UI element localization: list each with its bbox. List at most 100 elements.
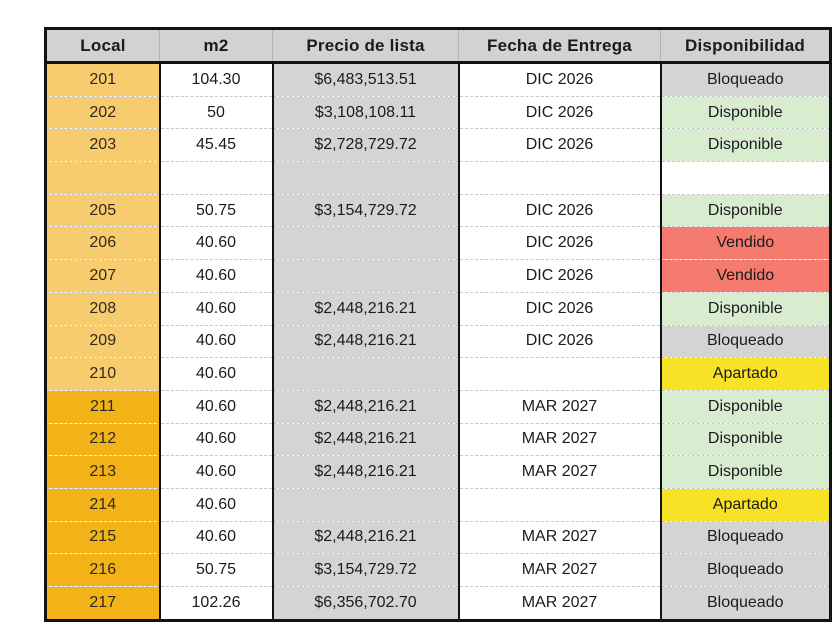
cell-estado: Bloqueado (659, 553, 831, 587)
table-row: 206 40.60 DIC 2026 Vendido (45, 226, 831, 260)
column-header-m2: m2 (159, 28, 273, 64)
cell-precio: $2,448,216.21 (271, 455, 459, 489)
column-header-precio: Precio de lista (272, 28, 459, 64)
table-row: 211 40.60 $2,448,216.21 MAR 2027 Disponible (45, 389, 831, 424)
cell-fecha (457, 161, 661, 195)
cell-fecha: DIC 2026 (457, 259, 661, 293)
cell-fecha (457, 487, 661, 522)
cell-estado: Bloqueado (659, 586, 831, 621)
cell-precio (271, 487, 459, 522)
cell-m2: 40.60 (158, 520, 273, 554)
cell-precio (271, 259, 459, 293)
cell-m2: 50.75 (158, 553, 273, 587)
cell-m2: 40.60 (158, 324, 273, 358)
cell-fecha: MAR 2027 (457, 455, 661, 489)
cell-m2: 40.60 (158, 389, 273, 424)
cell-estado: Bloqueado (659, 324, 831, 358)
cell-m2: 40.60 (158, 455, 273, 489)
table-row: 214 40.60 Apartado (45, 487, 831, 522)
cell-fecha: MAR 2027 (457, 586, 661, 621)
cell-m2: 50 (158, 95, 273, 129)
cell-m2: 40.60 (158, 422, 273, 456)
cell-fecha: MAR 2027 (457, 520, 661, 554)
cell-local: 207 (45, 259, 160, 293)
table-row: 203 45.45 $2,728,729.72 DIC 2026 Disponible (45, 128, 831, 162)
cell-precio: $2,448,216.21 (271, 520, 459, 554)
cell-precio: $3,154,729.72 (271, 193, 459, 227)
cell-local: 201 (45, 62, 160, 97)
cell-m2: 40.60 (158, 487, 273, 522)
table-row: 212 40.60 $2,448,216.21 MAR 2027 Disponible (45, 422, 831, 456)
cell-estado: Disponible (659, 422, 831, 456)
cell-local: 212 (45, 422, 160, 456)
cell-m2: 40.60 (158, 226, 273, 260)
cell-local: 209 (45, 324, 160, 358)
cell-precio: $2,448,216.21 (271, 389, 459, 424)
cell-precio: $2,448,216.21 (271, 422, 459, 456)
table-row (45, 161, 831, 195)
cell-precio (271, 226, 459, 260)
table-row: 217 102.26 $6,356,702.70 MAR 2027 Bloqueado (45, 586, 831, 621)
cell-local (45, 161, 160, 195)
cell-local: 203 (45, 128, 160, 162)
cell-estado: Disponible (659, 128, 831, 162)
cell-m2: 40.60 (158, 291, 273, 325)
cell-local: 215 (45, 520, 160, 554)
table-body: 201 104.30 $6,483,513.51 DIC 2026 Bloqueado 2… (45, 62, 831, 621)
table-row: 207 40.60 DIC 2026 Vendido (45, 259, 831, 293)
table-row: 210 40.60 Apartado (45, 357, 831, 391)
cell-m2: 40.60 (158, 357, 273, 391)
cell-local: 202 (45, 95, 160, 129)
cell-estado: Apartado (659, 487, 831, 522)
table-row: 202 50 $3,108,108.11 DIC 2026 Disponible (45, 95, 831, 129)
cell-m2: 45.45 (158, 128, 273, 162)
cell-estado: Apartado (659, 357, 831, 391)
cell-estado (659, 161, 831, 195)
cell-local: 206 (45, 226, 160, 260)
cell-fecha: DIC 2026 (457, 95, 661, 129)
cell-estado: Bloqueado (659, 62, 831, 97)
column-header-fecha: Fecha de Entrega (458, 28, 661, 64)
cell-precio (271, 161, 459, 195)
column-header-estado: Disponibilidad (660, 28, 831, 64)
cell-fecha: DIC 2026 (457, 193, 661, 227)
cell-fecha: DIC 2026 (457, 291, 661, 325)
header-row: Local m2 Precio de lista Fecha de Entrega Di… (45, 28, 831, 64)
cell-fecha: DIC 2026 (457, 62, 661, 97)
cell-fecha: DIC 2026 (457, 324, 661, 358)
cell-local: 205 (45, 193, 160, 227)
cell-precio: $6,483,513.51 (271, 62, 459, 97)
cell-estado: Disponible (659, 455, 831, 489)
cell-m2 (158, 161, 273, 195)
table-head: Local m2 Precio de lista Fecha de Entrega Di… (45, 28, 831, 64)
cell-estado: Disponible (659, 291, 831, 325)
cell-precio: $2,448,216.21 (271, 291, 459, 325)
cell-fecha: DIC 2026 (457, 226, 661, 260)
cell-estado: Vendido (659, 259, 831, 293)
cell-fecha: DIC 2026 (457, 128, 661, 162)
cell-local: 208 (45, 291, 160, 325)
cell-local: 213 (45, 455, 160, 489)
availability-table: Local m2 Precio de lista Fecha de Entrega Di… (44, 27, 832, 622)
cell-precio: $2,728,729.72 (271, 128, 459, 162)
cell-local: 217 (45, 586, 160, 621)
cell-precio: $3,108,108.11 (271, 95, 459, 129)
table-row: 215 40.60 $2,448,216.21 MAR 2027 Bloqueado (45, 520, 831, 554)
cell-precio: $3,154,729.72 (271, 553, 459, 587)
table-row: 216 50.75 $3,154,729.72 MAR 2027 Bloqueado (45, 553, 831, 587)
cell-estado: Vendido (659, 226, 831, 260)
table-row: 213 40.60 $2,448,216.21 MAR 2027 Disponible (45, 455, 831, 489)
cell-fecha: MAR 2027 (457, 389, 661, 424)
cell-local: 216 (45, 553, 160, 587)
cell-m2: 40.60 (158, 259, 273, 293)
table-row: 205 50.75 $3,154,729.72 DIC 2026 Disponible (45, 193, 831, 227)
cell-m2: 104.30 (158, 62, 273, 97)
table-row: 208 40.60 $2,448,216.21 DIC 2026 Disponible (45, 291, 831, 325)
cell-precio: $6,356,702.70 (271, 586, 459, 621)
cell-precio (271, 357, 459, 391)
table-row: 209 40.60 $2,448,216.21 DIC 2026 Bloqueado (45, 324, 831, 358)
cell-estado: Disponible (659, 389, 831, 424)
cell-local: 211 (45, 389, 160, 424)
cell-estado: Bloqueado (659, 520, 831, 554)
